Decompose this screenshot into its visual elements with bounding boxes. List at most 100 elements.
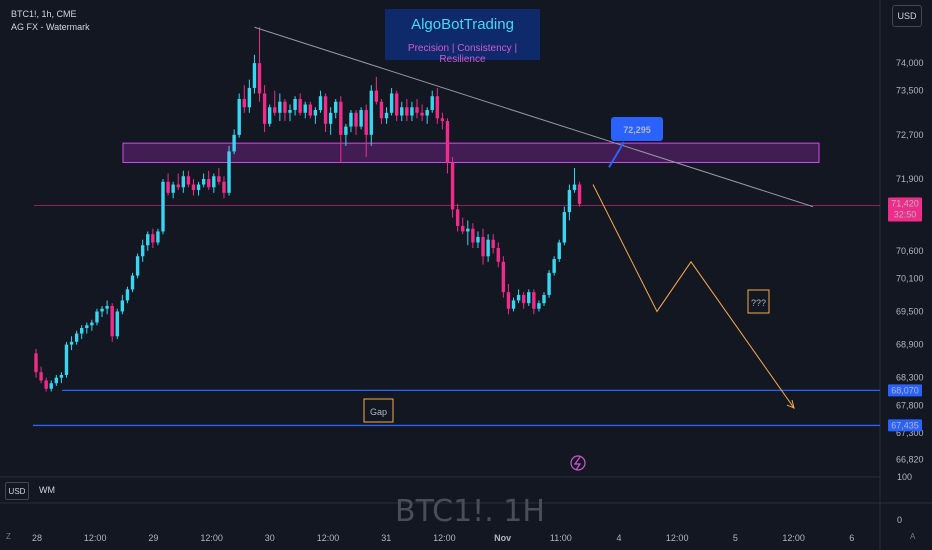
- candle-body[interactable]: [39, 372, 43, 381]
- candle-body[interactable]: [74, 333, 79, 342]
- candle-body[interactable]: [389, 93, 394, 113]
- candle-body[interactable]: [420, 112, 424, 116]
- candle-body[interactable]: [217, 176, 221, 182]
- candle-body[interactable]: [308, 104, 313, 116]
- candle-body[interactable]: [532, 292, 536, 309]
- candle-body[interactable]: [455, 209, 460, 226]
- candle-body[interactable]: [405, 107, 409, 116]
- candle-body[interactable]: [110, 305, 114, 337]
- candle-body[interactable]: [374, 90, 379, 102]
- candle-body[interactable]: [207, 179, 211, 188]
- candle-body[interactable]: [369, 90, 373, 135]
- candle-body[interactable]: [354, 112, 358, 127]
- candle-body[interactable]: [379, 101, 384, 119]
- candle-body[interactable]: [298, 98, 302, 113]
- candle-body[interactable]: [572, 184, 577, 191]
- indicator-line[interactable]: AG FX - Watermark: [11, 22, 90, 32]
- candle-body[interactable]: [466, 228, 470, 232]
- projection-path[interactable]: [592, 184, 795, 409]
- candle-body[interactable]: [151, 234, 155, 243]
- candle-body[interactable]: [400, 107, 404, 116]
- candle-body[interactable]: [80, 328, 84, 334]
- candle-body[interactable]: [125, 289, 130, 301]
- candle-body[interactable]: [273, 107, 277, 113]
- candle-body[interactable]: [130, 275, 135, 290]
- candle-body[interactable]: [49, 383, 53, 389]
- axis-corner-left[interactable]: Z: [6, 532, 11, 541]
- candle-body[interactable]: [486, 239, 490, 257]
- candle-body[interactable]: [567, 190, 572, 213]
- candle-body[interactable]: [181, 176, 186, 188]
- candle-body[interactable]: [44, 380, 48, 389]
- candle-body[interactable]: [450, 162, 455, 210]
- candle-body[interactable]: [496, 248, 500, 262]
- candle-body[interactable]: [278, 101, 282, 113]
- candle-body[interactable]: [318, 96, 323, 111]
- price-axis-label-box[interactable]: [888, 419, 922, 432]
- candle-body[interactable]: [267, 107, 272, 124]
- candle-body[interactable]: [222, 181, 226, 193]
- candle-body[interactable]: [85, 325, 89, 329]
- candle-body[interactable]: [201, 179, 206, 185]
- candle-body[interactable]: [100, 308, 104, 312]
- candle-body[interactable]: [471, 228, 475, 243]
- candle-body[interactable]: [364, 110, 368, 135]
- candle-body[interactable]: [176, 184, 180, 188]
- candle-body[interactable]: [115, 311, 119, 337]
- candle-body[interactable]: [577, 184, 582, 204]
- candle-body[interactable]: [135, 256, 140, 276]
- candle-body[interactable]: [339, 101, 343, 135]
- price-axis-label-box[interactable]: [888, 384, 922, 397]
- candle-body[interactable]: [334, 101, 338, 113]
- candle-body[interactable]: [511, 300, 516, 309]
- candle-body[interactable]: [476, 236, 480, 243]
- event-lightning-icon[interactable]: [570, 455, 586, 471]
- candle-body[interactable]: [64, 344, 69, 375]
- candle-body[interactable]: [54, 377, 59, 384]
- candle-body[interactable]: [349, 112, 353, 127]
- candle-body[interactable]: [562, 212, 567, 243]
- candle-body[interactable]: [120, 300, 125, 312]
- candle-body[interactable]: [440, 118, 445, 122]
- candle-body[interactable]: [232, 134, 236, 152]
- question-label-box[interactable]: [747, 289, 770, 314]
- candle-body[interactable]: [262, 93, 267, 124]
- candle-body[interactable]: [191, 184, 196, 191]
- candle-body[interactable]: [69, 341, 74, 345]
- candle-body[interactable]: [90, 322, 94, 326]
- candle-body[interactable]: [59, 374, 64, 378]
- candle-body[interactable]: [237, 98, 241, 135]
- candle-body[interactable]: [186, 176, 191, 185]
- candle-body[interactable]: [323, 96, 328, 124]
- price-axis-label-box[interactable]: [888, 197, 922, 222]
- candle-body[interactable]: [445, 121, 450, 163]
- candle-body[interactable]: [527, 292, 531, 304]
- candle-body[interactable]: [537, 303, 541, 309]
- candle-body[interactable]: [166, 181, 170, 193]
- candle-body[interactable]: [461, 225, 465, 232]
- candle-body[interactable]: [242, 98, 246, 108]
- candle-body[interactable]: [140, 245, 145, 257]
- candle-body[interactable]: [410, 107, 414, 116]
- candle-body[interactable]: [344, 126, 348, 135]
- candle-body[interactable]: [435, 96, 440, 119]
- currency-button[interactable]: USD: [892, 5, 922, 27]
- resistance-zone[interactable]: [122, 142, 820, 163]
- candle-body[interactable]: [425, 110, 429, 116]
- candle-body[interactable]: [196, 184, 201, 191]
- callout-box[interactable]: [611, 117, 663, 141]
- candle-body[interactable]: [415, 107, 419, 113]
- candle-body[interactable]: [288, 110, 292, 113]
- candle-body[interactable]: [491, 239, 495, 248]
- candle-body[interactable]: [313, 110, 318, 116]
- candle-body[interactable]: [542, 294, 546, 304]
- candle-body[interactable]: [171, 184, 175, 193]
- candle-body[interactable]: [293, 98, 297, 111]
- candle-body[interactable]: [257, 63, 262, 94]
- wm-label[interactable]: WM: [39, 485, 55, 495]
- candle-body[interactable]: [552, 259, 556, 273]
- volume-currency-button[interactable]: USD: [5, 482, 29, 500]
- candle-body[interactable]: [227, 151, 231, 193]
- candle-body[interactable]: [161, 181, 165, 232]
